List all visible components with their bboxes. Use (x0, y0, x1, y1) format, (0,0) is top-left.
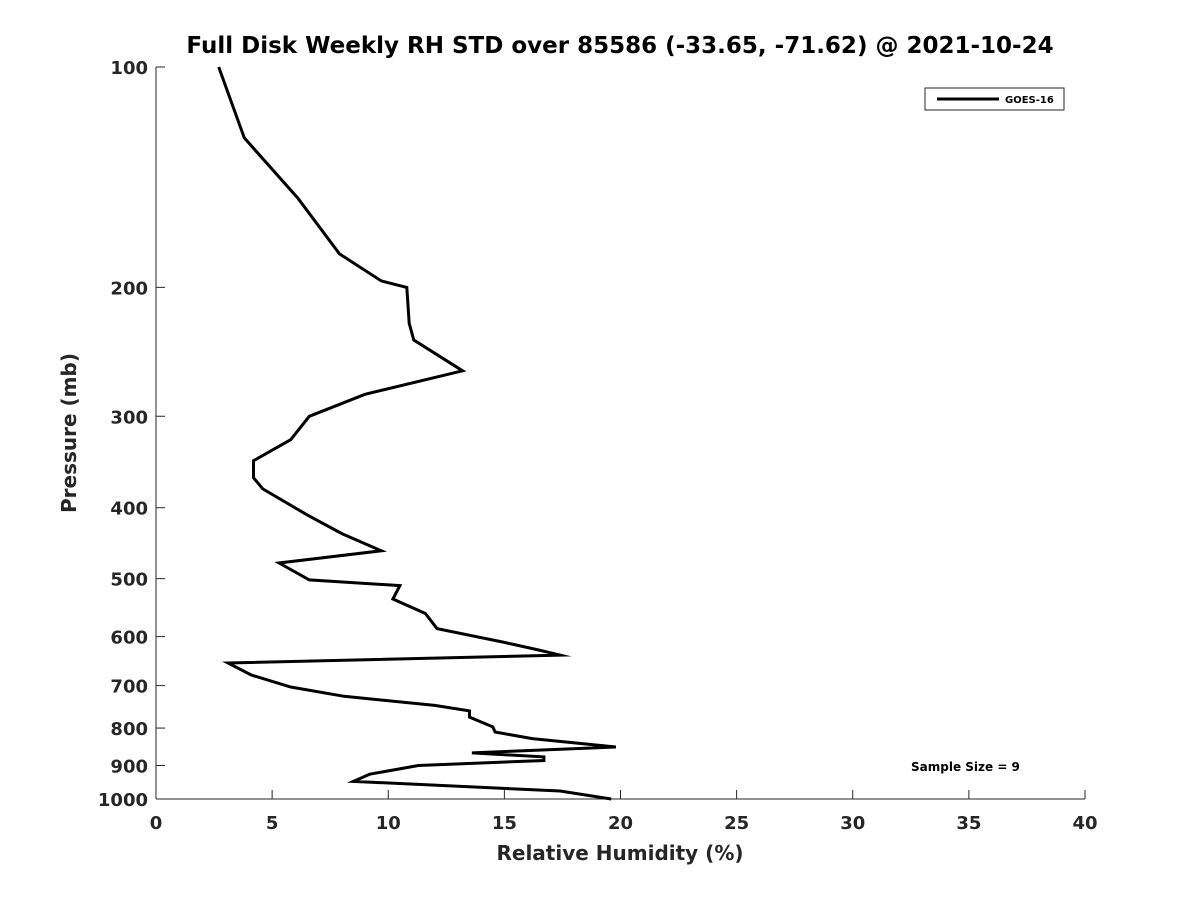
chart-title: Full Disk Weekly RH STD over 85586 (-33.… (186, 33, 1053, 59)
x-axis-label: Relative Humidity (%) (496, 841, 743, 865)
y-tick-label: 700 (110, 677, 148, 698)
y-tick-label: 200 (110, 278, 148, 299)
y-tick-label: 900 (110, 757, 148, 778)
y-axis-ticks: 100 200 300 400 500 600 700 800 900 1000 (98, 58, 165, 811)
x-tick-label: 5 (266, 813, 279, 834)
y-tick-label: 800 (110, 719, 148, 740)
legend-entry-label: GOES-16 (1005, 95, 1054, 106)
sample-size-annotation: Sample Size = 9 (911, 760, 1020, 774)
x-tick-label: 25 (724, 813, 749, 834)
x-tick-label: 20 (608, 813, 633, 834)
x-tick-label: 15 (492, 813, 517, 834)
y-axis-label: Pressure (mb) (57, 353, 81, 513)
x-tick-label: 30 (840, 813, 865, 834)
y-tick-label: 500 (110, 570, 148, 591)
x-tick-label: 40 (1072, 813, 1097, 834)
x-tick-label: 0 (150, 813, 163, 834)
y-tick-label: 400 (110, 499, 148, 520)
y-tick-label: 100 (110, 58, 148, 79)
y-tick-label: 300 (110, 407, 148, 428)
y-tick-label: 600 (110, 628, 148, 649)
x-tick-label: 10 (376, 813, 401, 834)
series-line-goes-16 (217, 66, 617, 801)
legend: GOES-16 (924, 87, 1065, 111)
plot-area (156, 67, 1085, 799)
series-layer (217, 66, 617, 801)
x-axis-ticks: 0 5 10 15 20 25 30 35 40 (150, 790, 1098, 834)
x-tick-label: 35 (956, 813, 981, 834)
y-tick-label: 1000 (98, 790, 148, 811)
